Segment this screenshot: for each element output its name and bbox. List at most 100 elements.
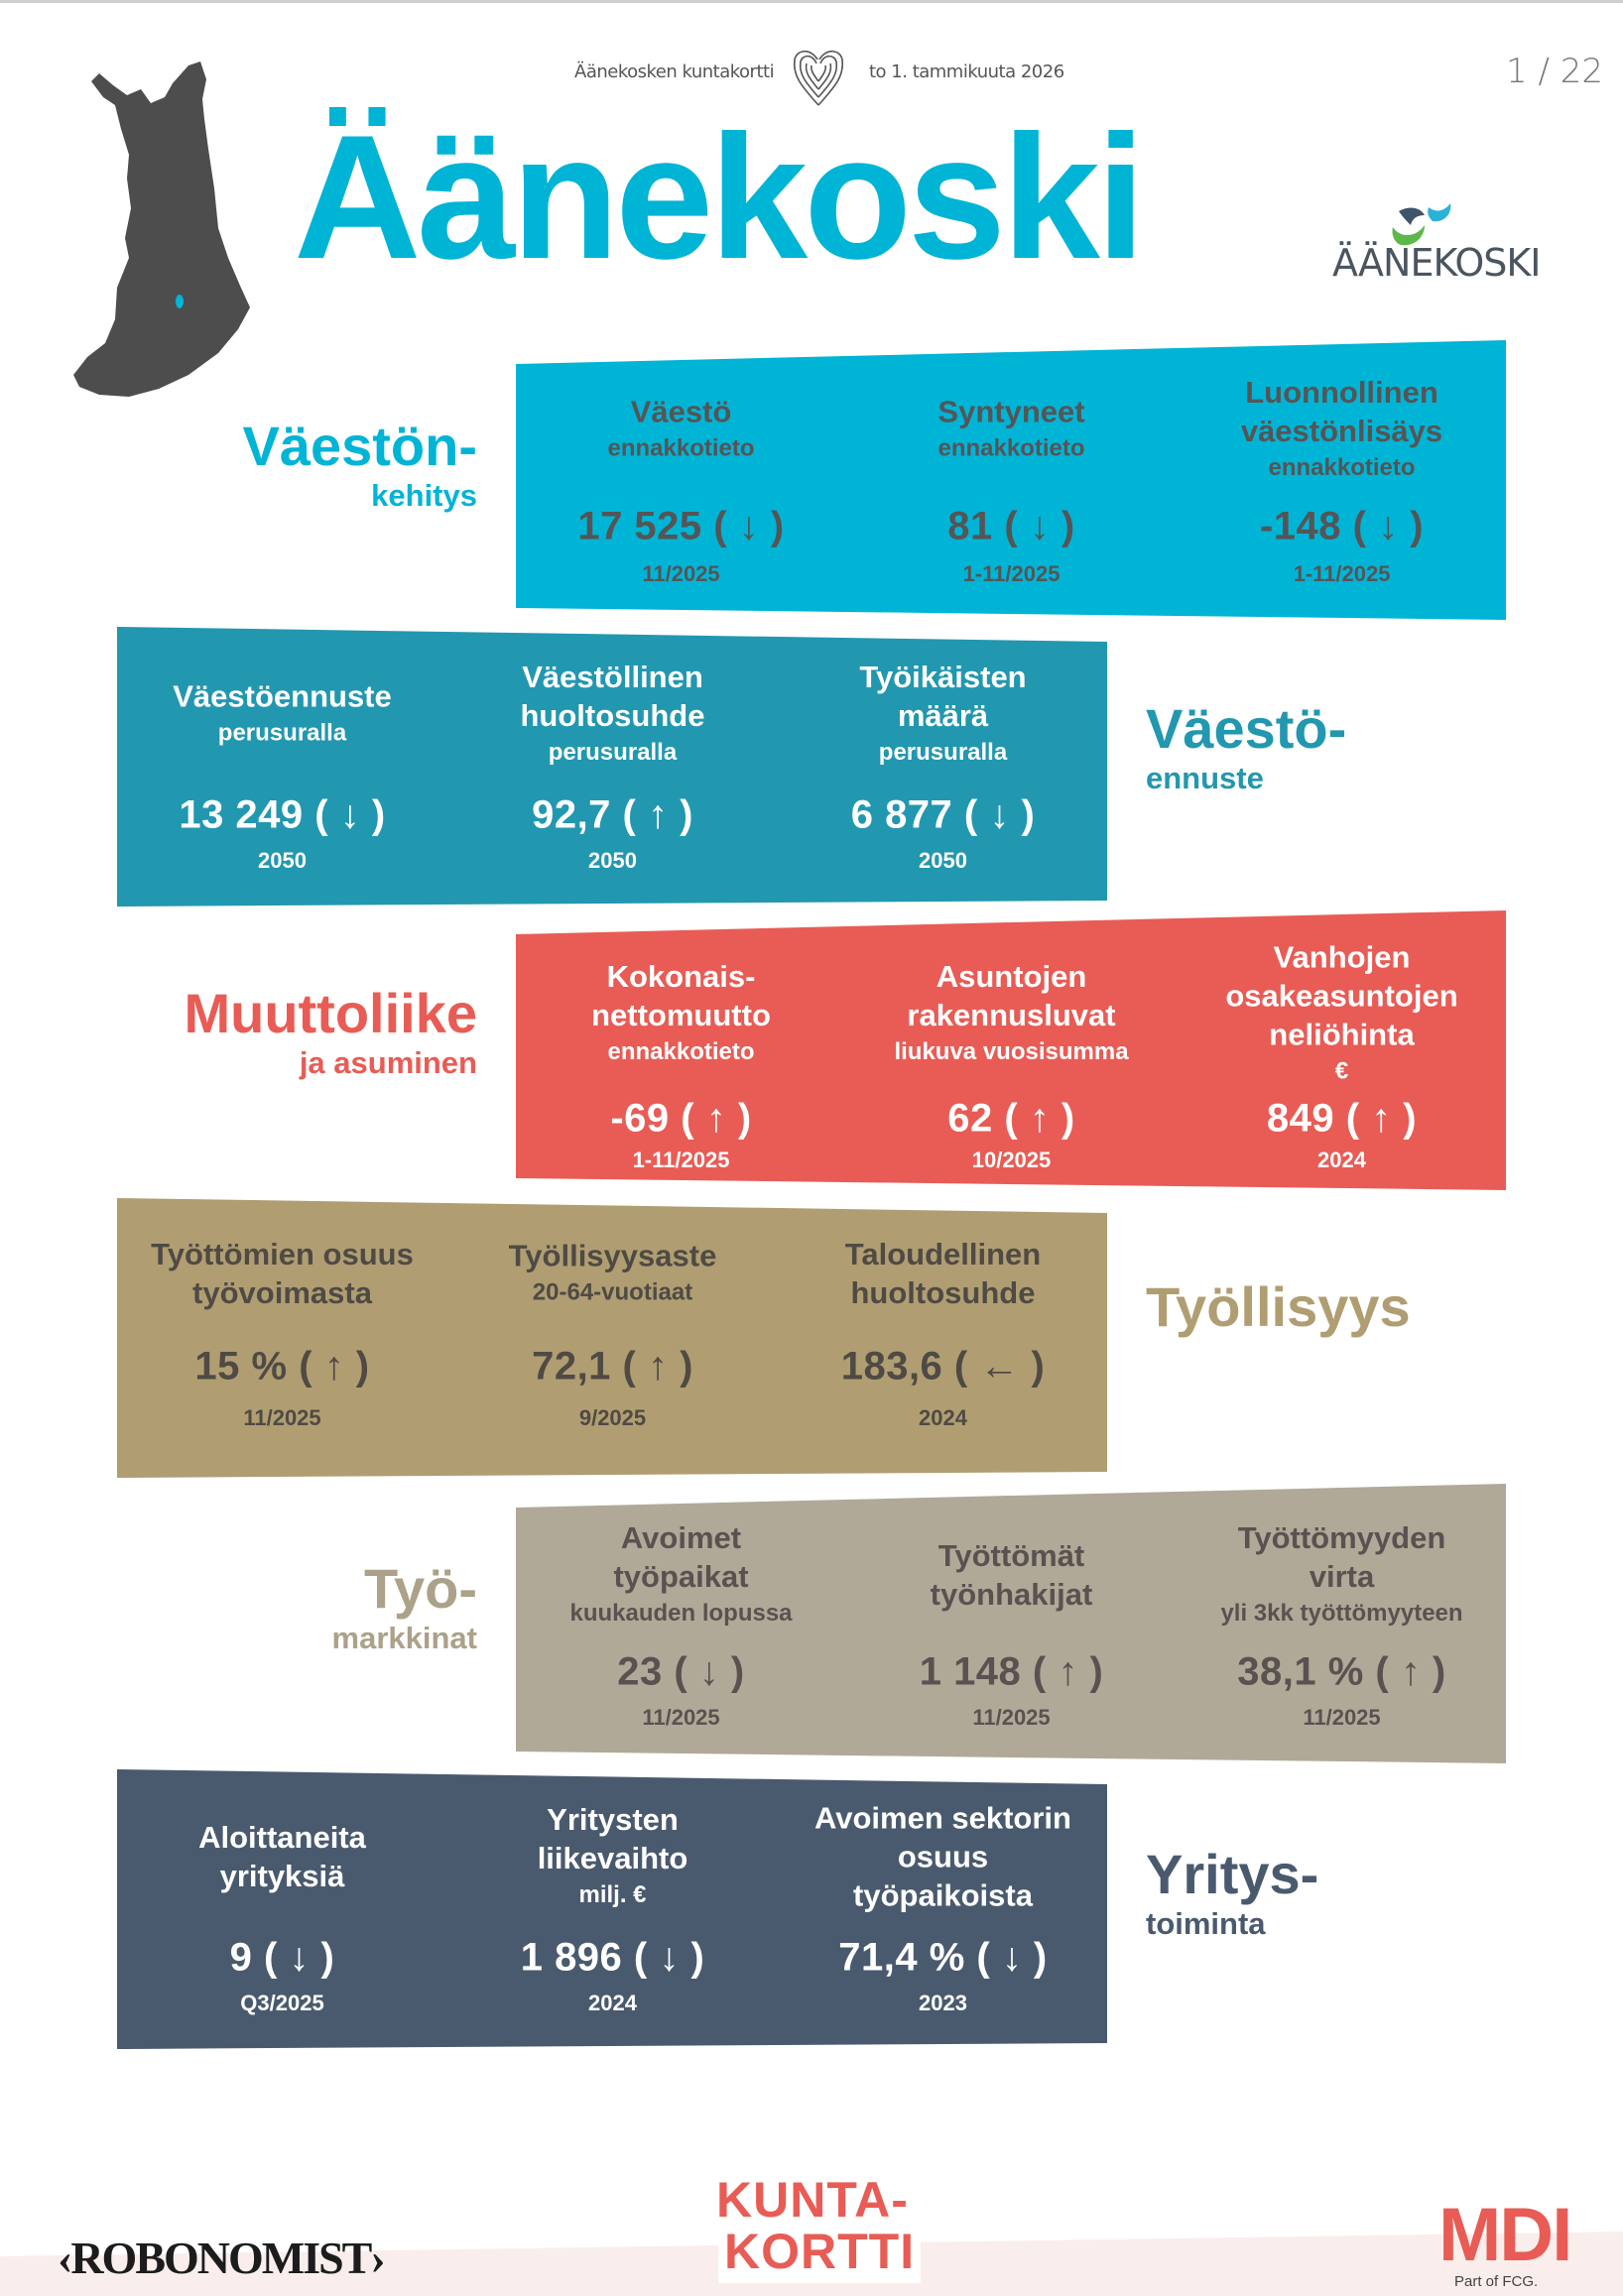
arrow-down-icon: ↓ bbox=[1029, 504, 1051, 548]
stat-title: Työikäisten bbox=[859, 660, 1027, 694]
stat-date: 2050 bbox=[588, 848, 637, 873]
arrow-down-icon: ↓ bbox=[1378, 504, 1399, 548]
paren: ( bbox=[669, 1096, 706, 1141]
panel-background bbox=[516, 1484, 1506, 1763]
section-label: Työllisyys bbox=[1146, 1277, 1411, 1337]
stat-header: Kokonais-nettomuutto ennakkotieto bbox=[516, 957, 846, 1070]
stat-title: määrä bbox=[897, 698, 989, 733]
section-label: Työ-markkinat bbox=[332, 1559, 477, 1658]
section-title: Väestö- bbox=[1146, 697, 1347, 760]
page-title: Äänekoski bbox=[294, 98, 1145, 296]
stat-date: 11/2025 bbox=[642, 561, 720, 586]
paren: ( bbox=[1363, 1649, 1401, 1694]
stat-date: 11/2025 bbox=[1303, 1705, 1381, 1730]
stats-panel: Aloittaneita yrityksiä 9 ( ↓ ) Q3/2025 Yrity… bbox=[117, 1769, 1107, 2049]
stat-header: Asuntojen rakennusluvat liukuva vuosisumma bbox=[846, 957, 1177, 1070]
stat-title: Aloittaneita bbox=[198, 1820, 366, 1855]
stat-value-row: 71,4 % ( ↓ ) bbox=[778, 1936, 1108, 1981]
stat-header: Vanhojen osakeasuntojen neliöhinta € bbox=[1177, 938, 1507, 1090]
stat-value-row: 72,1 ( ↑ ) bbox=[447, 1345, 778, 1390]
stat-item: Avoimen sektorin osuus työpaikoista 71,4 % … bbox=[778, 1769, 1108, 2049]
paren: ) bbox=[1009, 792, 1036, 837]
section-label: Yritys-toiminta bbox=[1146, 1845, 1318, 1944]
section-subtitle: toiminta bbox=[1146, 1906, 1266, 1941]
stat-value: 1 148 bbox=[919, 1649, 1022, 1694]
mdi-logo: MDI bbox=[1438, 2193, 1572, 2277]
paren: ) bbox=[668, 1344, 693, 1389]
stat-value-row: 17 525 ( ↓ ) bbox=[516, 505, 846, 549]
stat-item: Yritysten liikevaihto milj. € 1 896 ( ↓ ) 20… bbox=[447, 1769, 778, 2049]
stat-date: 10/2025 bbox=[971, 1148, 1052, 1172]
stat-header: Syntyneet ennakkotieto bbox=[846, 393, 1177, 467]
stat-date: 9/2025 bbox=[578, 1405, 647, 1430]
paren: ) bbox=[1421, 1649, 1446, 1694]
stat-date: 2024 bbox=[1317, 1148, 1366, 1172]
stat-header: Väestöennuste perusuralla bbox=[117, 677, 447, 752]
stat-date: Q3/2025 bbox=[240, 1991, 324, 2015]
arrow-down-icon: ↓ bbox=[1001, 1935, 1023, 1980]
arrow-left-icon: ← bbox=[979, 1344, 1020, 1389]
panel-background bbox=[516, 340, 1506, 620]
stat-title: Vanhojen bbox=[1273, 939, 1411, 975]
stat-value-row: 1 148 ( ↑ ) bbox=[846, 1650, 1177, 1695]
stat-subtitle: ennakkotieto bbox=[1268, 454, 1416, 481]
stat-title: Väestöllinen bbox=[522, 660, 703, 694]
stat-item: Asuntojen rakennusluvat liukuva vuosisumma… bbox=[846, 910, 1177, 1190]
arrow-up-icon: ↑ bbox=[1058, 1649, 1078, 1694]
section-subtitle: ennuste bbox=[1146, 761, 1264, 795]
stat-title: huoltosuhde bbox=[850, 1275, 1036, 1310]
stat-title: Väestö bbox=[630, 394, 732, 429]
stat-value: 13 249 bbox=[179, 792, 304, 837]
section-title: Yritys- bbox=[1146, 1843, 1319, 1905]
stat-title: väestönlisäys bbox=[1240, 414, 1443, 448]
paren: ( bbox=[252, 1935, 290, 1980]
paren: ) bbox=[1391, 1096, 1418, 1141]
stat-date: 11/2025 bbox=[243, 1405, 321, 1430]
stat-title: Asuntojen bbox=[936, 959, 1087, 994]
stat-value: 17 525 bbox=[577, 504, 702, 548]
stat-date: 2023 bbox=[919, 1991, 967, 2015]
stat-value-row: -69 ( ↑ ) bbox=[516, 1097, 846, 1142]
stat-date: 11/2025 bbox=[642, 1705, 720, 1730]
card-date: to 1. tammikuuta 2026 bbox=[869, 61, 1064, 82]
stat-subtitle: perusuralla bbox=[878, 739, 1008, 766]
paren: ) bbox=[1050, 1096, 1075, 1141]
stat-value-row: 6 877 ( ↓ ) bbox=[778, 793, 1108, 838]
arrow-up-icon: ↑ bbox=[1400, 1649, 1422, 1694]
stat-header: Työikäisten määrä perusuralla bbox=[778, 658, 1108, 771]
arrow-down-icon: ↓ bbox=[698, 1649, 720, 1694]
stat-title: työpaikat bbox=[613, 1559, 749, 1594]
stat-value: 62 bbox=[947, 1096, 993, 1141]
paren: ( bbox=[701, 504, 739, 548]
stat-date: 2050 bbox=[258, 848, 307, 873]
stat-date: 1-11/2025 bbox=[1293, 561, 1391, 586]
stat-title: Yritysten bbox=[547, 1802, 679, 1837]
stat-title: Työllisyysaste bbox=[508, 1238, 717, 1273]
panel-background bbox=[516, 910, 1506, 1190]
stat-item: Työikäisten määrä perusuralla 6 877 ( ↓ ) 20… bbox=[778, 627, 1108, 906]
arrow-down-icon: ↓ bbox=[989, 792, 1010, 837]
stat-value-row: 13 249 ( ↓ ) bbox=[117, 793, 447, 838]
stat-subtitle: € bbox=[1334, 1057, 1349, 1085]
panel-background bbox=[117, 1769, 1107, 2049]
stat-value: 71,4 % bbox=[838, 1935, 965, 1980]
stat-title: huoltosuhde bbox=[520, 698, 705, 733]
stat-header: Työttömien osuus työvoimasta bbox=[117, 1235, 447, 1312]
paren: ) bbox=[309, 1935, 335, 1980]
paren: ) bbox=[360, 792, 386, 837]
stat-subtitle: yli 3kk työttömyyteen bbox=[1220, 1600, 1463, 1627]
stat-subtitle: perusuralla bbox=[548, 739, 678, 766]
stat-value-row: 1 896 ( ↓ ) bbox=[447, 1936, 778, 1981]
arrow-up-icon: ↑ bbox=[705, 1096, 727, 1141]
paren: ( bbox=[610, 792, 648, 837]
kuntakortti-logo-line-2: KORTTI bbox=[718, 2220, 922, 2283]
stat-value: 81 bbox=[947, 504, 993, 548]
stat-header: Väestö ennakkotieto bbox=[516, 393, 846, 467]
stat-title: Avoimen sektorin bbox=[814, 1800, 1071, 1836]
paren: ( bbox=[303, 792, 340, 837]
stat-item: Vanhojen osakeasuntojen neliöhinta €849 ( ↑… bbox=[1177, 910, 1507, 1190]
stat-title: Luonnollinen bbox=[1245, 375, 1438, 410]
stat-subtitle: perusuralla bbox=[217, 719, 347, 747]
stat-header: Työttömyyden virta yli 3kk työttömyyteen bbox=[1177, 1518, 1507, 1631]
stat-header: Väestöllinen huoltosuhde perusuralla bbox=[447, 658, 778, 771]
